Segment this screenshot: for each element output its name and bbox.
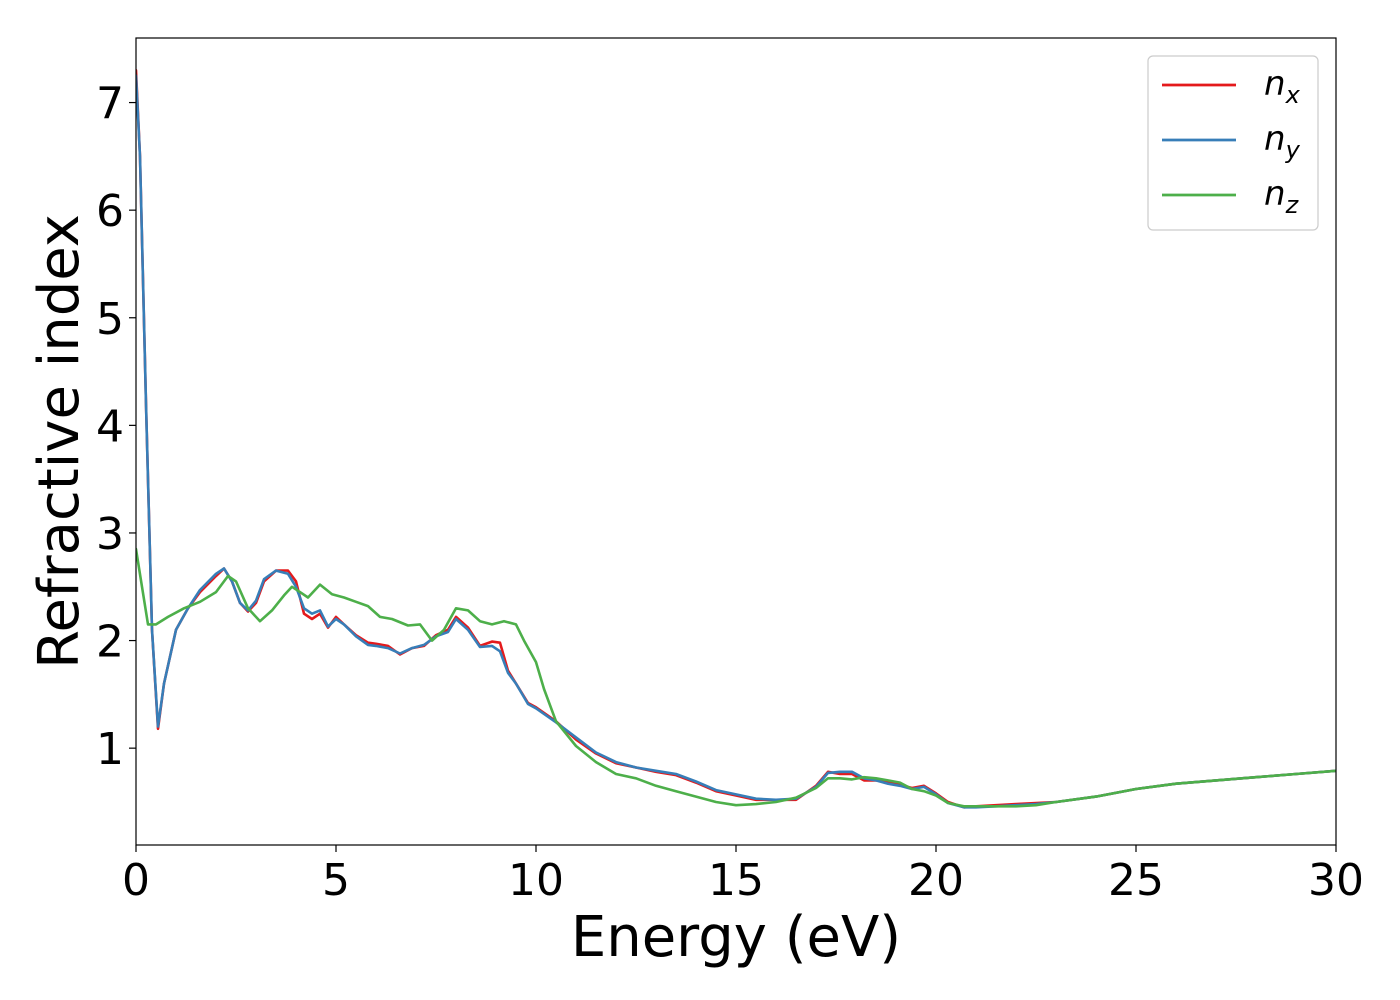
x-tick-label: 5	[322, 855, 350, 906]
x-tick-label: 20	[908, 855, 964, 906]
legend-label-x: nx	[1264, 64, 1301, 109]
x-tick-label: 30	[1308, 855, 1364, 906]
legend-label-z: nz	[1264, 174, 1300, 219]
legend-label-y: ny	[1264, 119, 1301, 164]
y-axis-ticks: 1 2 3 4 5 6 7	[96, 79, 136, 775]
y-tick-label: 7	[96, 79, 124, 130]
y-tick-label: 3	[96, 509, 124, 560]
x-tick-label: 10	[508, 855, 564, 906]
x-tick-label: 15	[708, 855, 764, 906]
y-axis-title: Refractive index	[27, 214, 92, 669]
y-tick-label: 4	[96, 401, 124, 452]
x-axis-title: Energy (eV)	[571, 905, 901, 970]
x-tick-label: 0	[122, 855, 150, 906]
series-layer	[136, 69, 1336, 809]
y-tick-label: 6	[96, 186, 124, 237]
x-tick-label: 25	[1108, 855, 1164, 906]
legend: nx ny nz	[1147, 55, 1319, 231]
y-tick-label: 1	[96, 724, 124, 775]
series-line-z	[136, 547, 1336, 808]
legend-box	[1147, 55, 1319, 231]
y-tick-label: 5	[96, 294, 124, 345]
x-axis-ticks: 0 5 10 15 20 25 30	[122, 845, 1364, 906]
plot-frame	[135, 37, 1337, 846]
y-tick-label: 2	[96, 617, 124, 668]
